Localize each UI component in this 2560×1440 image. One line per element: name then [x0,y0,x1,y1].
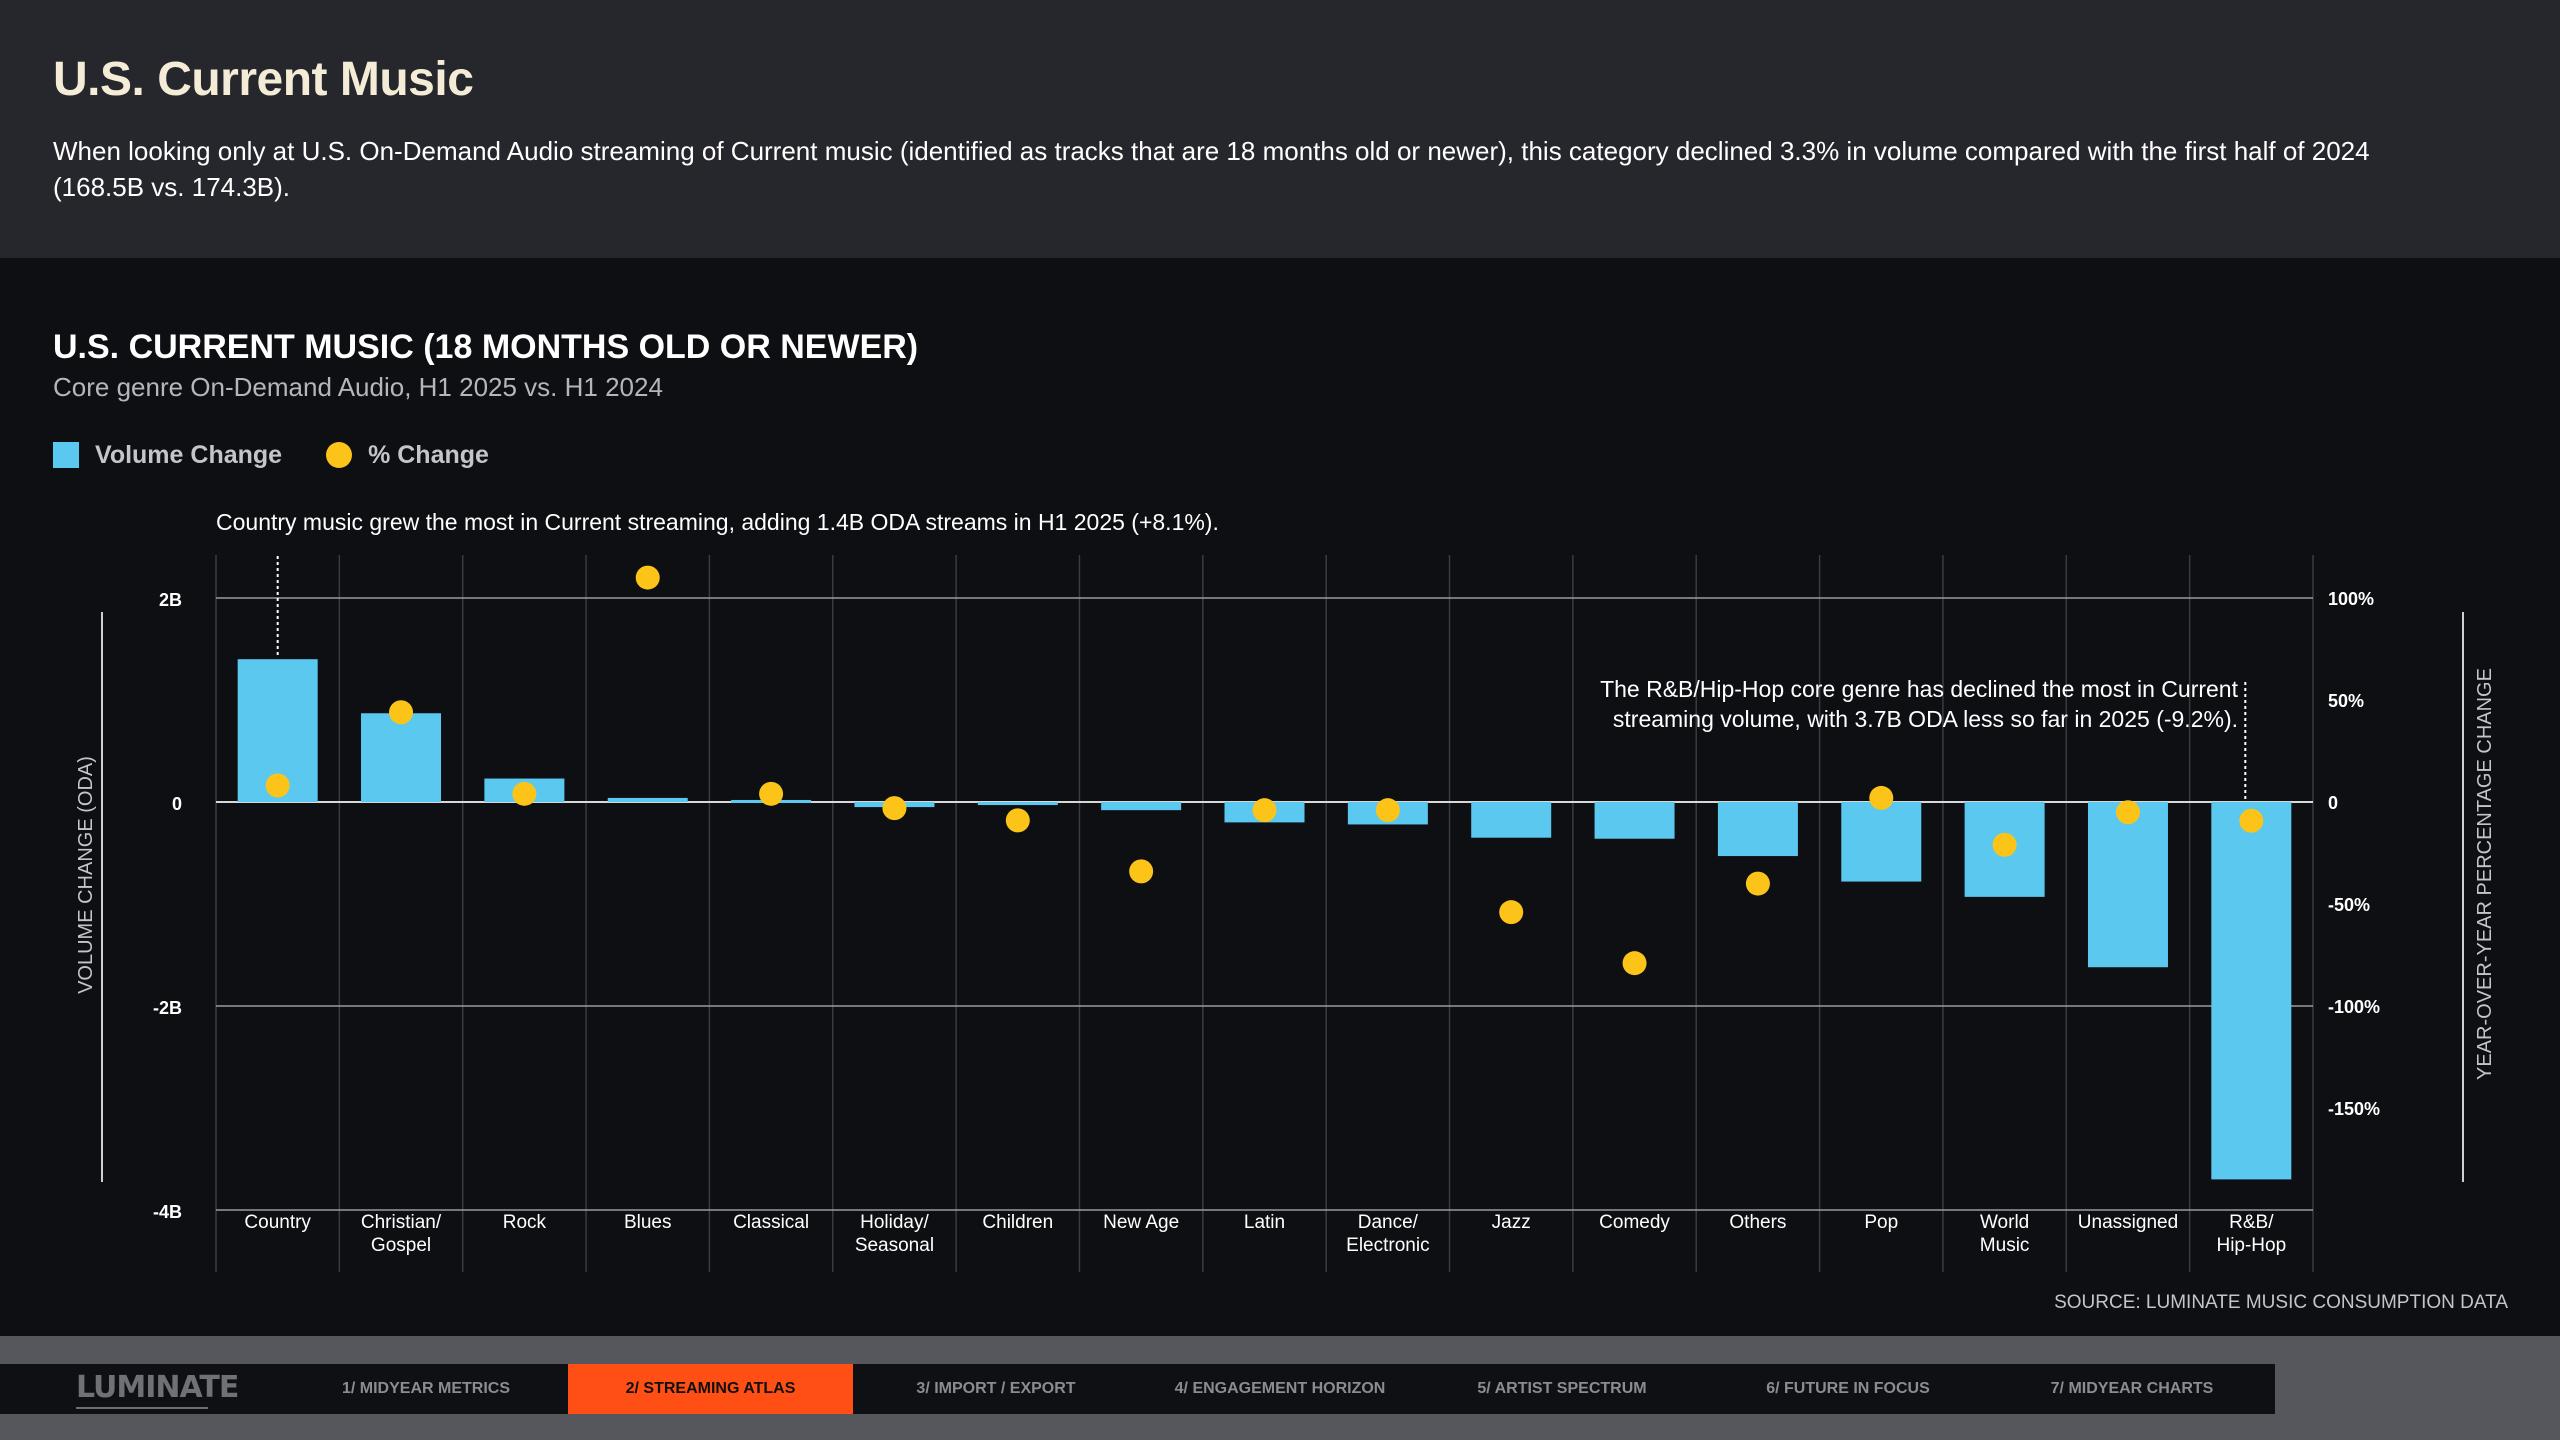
nav-tab-5[interactable]: 5/ ARTIST SPECTRUM [1477,1380,1647,1397]
category-label: Rock [503,1212,547,1233]
category-label: Latin [1244,1212,1285,1233]
chart-subtitle: Core genre On-Demand Audio, H1 2025 vs. … [53,372,663,402]
nav-tab-2[interactable]: 2/ STREAMING ATLAS [568,1364,853,1414]
category-label: World [1980,1212,2029,1233]
volume-bar [1841,802,1922,882]
category-label: Children [982,1212,1053,1233]
pct-change-dot [1129,859,1154,884]
page-title: U.S. Current Music [53,53,474,106]
annotation-country: Country music grew the most in Current s… [216,509,1219,535]
category-label: Hip-Hop [2216,1235,2286,1256]
pct-change-dot [1745,871,1770,896]
header-panel [0,0,2560,258]
category-label: Holiday/ [860,1212,929,1233]
y2-tick-label: -150% [2328,1099,2380,1119]
annotation-rnb: streaming volume, with 3.7B ODA less so … [1613,706,2238,732]
volume-bar [1594,802,1675,839]
y2-tick-label: -100% [2328,997,2380,1017]
pct-change-dot [265,773,290,798]
category-label: Music [1980,1235,2030,1256]
pct-swatch-icon [326,442,353,468]
nav-tab-7[interactable]: 7/ MIDYEAR CHARTS [2050,1380,2214,1397]
pct-change-dot [1375,798,1400,823]
pct-change-dot [1005,808,1030,833]
pct-change-dot [1869,785,1894,810]
y2-tick-label: 0 [2328,793,2338,813]
volume-bar [607,797,688,802]
pct-change-dot [1992,832,2017,857]
y2-tick-label: 100% [2328,589,2374,609]
y2-tick-label: 50% [2328,691,2364,711]
y-tick-label: -4B [153,1202,182,1222]
volume-bar [2211,802,2292,1180]
category-label: Gospel [371,1235,431,1256]
chart-title: U.S. CURRENT MUSIC (18 MONTHS OLD OR NEW… [53,328,919,366]
pct-change-dot [1499,900,1524,925]
footer-nav [0,1364,2275,1414]
category-label: Classical [733,1212,809,1233]
pct-change-dot [882,796,907,821]
volume-bar [1101,802,1182,811]
y-axis-title: VOLUME CHANGE (ODA) [75,756,97,994]
y-tick-label: 2B [159,590,182,610]
legend-item-pct: % Change [326,441,489,470]
y-tick-label: -2B [153,998,182,1018]
nav-tab-6[interactable]: 6/ FUTURE IN FOCUS [1766,1380,1930,1397]
page-description: When looking only at U.S. On-Demand Audi… [53,136,2370,202]
nav-tab-3[interactable]: 3/ IMPORT / EXPORT [916,1380,1076,1397]
pct-change-dot [2239,808,2264,833]
volume-bar [1717,802,1798,857]
annotation-rnb: The R&B/Hip-Hop core genre has declined … [1600,676,2239,702]
pct-change-dot [389,700,414,725]
chart-legend: Volume Change % Change [53,440,533,470]
y2-tick-label: -50% [2328,895,2370,915]
category-label: Country [244,1212,311,1233]
volume-bar [977,802,1058,806]
volume-bar [1471,802,1552,838]
category-label: Jazz [1492,1212,1531,1233]
source-note: SOURCE: LUMINATE MUSIC CONSUMPTION DATA [2054,1292,2508,1313]
pct-change-dot [512,781,537,806]
pct-change-dot [759,781,784,806]
category-label: Dance/ [1358,1212,1419,1233]
volume-bar [361,713,442,802]
category-label: Electronic [1346,1235,1429,1256]
combo-chart: 2B 0 -2B -4B 100% 50% 0 -50% -100% -150% VOLUME CH… [75,509,2496,1272]
pct-change-dot [1622,951,1647,976]
luminate-logo[interactable]: LUMINATE [76,1371,239,1409]
category-label: Unassigned [2078,1212,2178,1233]
pct-change-dot [1252,798,1277,823]
nav-tab-1[interactable]: 1/ MIDYEAR METRICS [341,1380,510,1397]
category-label: New Age [1103,1212,1179,1233]
volume-swatch-icon [53,442,79,468]
category-label: Blues [624,1212,672,1233]
category-label: Pop [1864,1212,1898,1233]
category-label: Christian/ [361,1212,442,1233]
legend-volume-label: Volume Change [95,440,283,469]
y2-axis-title: YEAR-OVER-YEAR PERCENTAGE CHANGE [2474,668,2496,1080]
category-label: Others [1729,1212,1786,1233]
volume-bar [2087,802,2168,968]
legend-pct-label: % Change [368,440,489,469]
pct-change-dot [635,565,660,590]
category-label: Comedy [1599,1212,1670,1233]
legend-item-volume: Volume Change [53,441,282,470]
y-tick-label: 0 [172,794,182,814]
category-label: Seasonal [855,1235,934,1256]
nav-tab-4[interactable]: 4/ ENGAGEMENT HORIZON [1174,1380,1386,1397]
category-label: R&B/ [2229,1212,2274,1233]
pct-change-dot [2115,800,2140,825]
